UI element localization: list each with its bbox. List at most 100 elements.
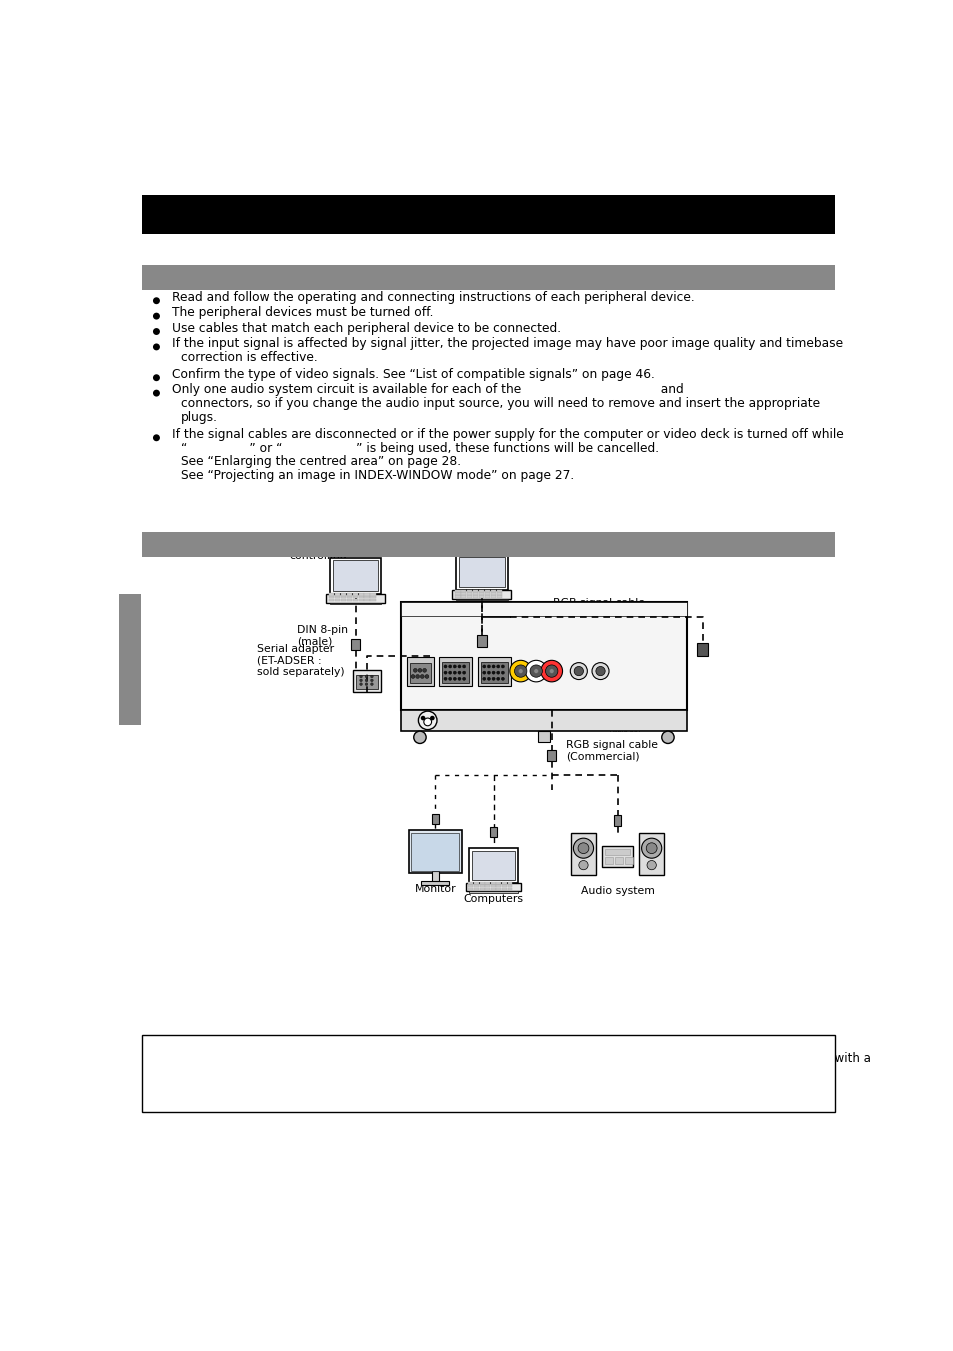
Circle shape	[152, 389, 160, 397]
Circle shape	[592, 662, 608, 680]
Bar	[546, 750, 556, 761]
Circle shape	[370, 676, 373, 678]
Bar	[358, 600, 363, 601]
Text: Computers: Computers	[463, 894, 523, 904]
Bar	[497, 593, 501, 594]
Text: SERIAL  COMPUTER1 IN  COMPUTER2 IN/OUT  VIDEO IN  AUDIO IN COMPUTER/AUDIO IN: SERIAL COMPUTER1 IN COMPUTER2 IN/OUT VID…	[404, 609, 631, 615]
Circle shape	[497, 671, 499, 674]
Bar	[406, 657, 434, 686]
Text: connectors, so if you change the audio input source, you will need to remove and: connectors, so if you change the audio i…	[181, 397, 820, 409]
Bar	[484, 593, 490, 594]
Text: • When                              in the              menu is set to          : • When in the menu is set to	[156, 1036, 737, 1050]
Circle shape	[545, 665, 558, 677]
Circle shape	[370, 682, 373, 685]
Bar	[347, 600, 352, 601]
Bar	[467, 589, 472, 592]
Text: (male): (male)	[297, 636, 333, 646]
Bar	[364, 593, 369, 596]
Circle shape	[365, 676, 368, 678]
Bar	[347, 593, 352, 596]
Bar	[400, 601, 686, 709]
Circle shape	[514, 665, 526, 677]
Bar	[479, 885, 484, 888]
Bar	[442, 662, 468, 684]
Circle shape	[152, 434, 160, 442]
Bar	[478, 596, 484, 597]
Bar	[601, 846, 633, 867]
Circle shape	[453, 665, 456, 667]
Circle shape	[417, 669, 421, 673]
Text: Monitor: Monitor	[415, 884, 456, 894]
Circle shape	[152, 343, 160, 350]
Circle shape	[422, 669, 426, 673]
Bar	[465, 882, 521, 892]
Bar	[467, 593, 472, 594]
Bar	[497, 596, 501, 597]
Circle shape	[487, 671, 490, 674]
Circle shape	[497, 665, 499, 667]
Bar	[458, 557, 504, 588]
Bar	[501, 888, 506, 890]
Circle shape	[359, 682, 362, 685]
Bar	[496, 885, 500, 888]
Bar	[507, 885, 512, 888]
Bar	[455, 589, 460, 592]
Bar	[340, 596, 346, 598]
Bar	[468, 888, 473, 890]
Text: If the signal cables are disconnected or if the power supply for the computer or: If the signal cables are disconnected or…	[172, 428, 842, 440]
Bar	[485, 885, 490, 888]
Circle shape	[540, 661, 562, 682]
Bar	[340, 600, 346, 601]
Bar	[400, 601, 686, 616]
Bar	[507, 888, 512, 890]
Bar	[615, 858, 622, 863]
Text: Serial adapter: Serial adapter	[257, 644, 334, 654]
Circle shape	[443, 677, 447, 681]
Bar	[501, 885, 506, 888]
Circle shape	[443, 665, 447, 667]
Bar	[485, 888, 490, 890]
Bar	[467, 596, 472, 597]
Text: (Commercial): (Commercial)	[553, 609, 626, 619]
Bar	[456, 554, 507, 590]
Circle shape	[448, 665, 452, 667]
Text: correction is effective.: correction is effective.	[181, 351, 317, 363]
Text: Confirm the type of video signals. See “List of compatible signals” on page 46.: Confirm the type of video signals. See “…	[172, 367, 654, 381]
Bar	[490, 589, 496, 592]
Circle shape	[453, 671, 456, 674]
Bar	[364, 600, 369, 601]
Circle shape	[530, 665, 542, 677]
Text: (Commercial): (Commercial)	[565, 751, 639, 762]
Bar	[356, 676, 377, 689]
Bar	[353, 593, 357, 596]
Bar	[461, 596, 466, 597]
Circle shape	[418, 711, 436, 730]
Bar	[358, 593, 363, 596]
Circle shape	[457, 677, 460, 681]
Circle shape	[457, 671, 460, 674]
Text: sold separately): sold separately)	[257, 667, 344, 677]
Circle shape	[152, 374, 160, 381]
Circle shape	[414, 731, 426, 743]
Bar	[340, 593, 346, 596]
Bar	[476, 635, 487, 647]
Bar	[469, 892, 517, 893]
Text: VARIABLE
AUDIO OUT: VARIABLE AUDIO OUT	[609, 721, 640, 732]
Bar	[604, 848, 629, 855]
Circle shape	[370, 680, 373, 682]
Circle shape	[517, 669, 522, 673]
Text: See “Projecting an image in INDEX-WINDOW mode” on page 27.: See “Projecting an image in INDEX-WINDOW…	[181, 469, 574, 482]
Circle shape	[497, 677, 499, 681]
Circle shape	[430, 716, 435, 720]
Bar	[456, 598, 507, 600]
Bar	[490, 882, 496, 884]
Circle shape	[411, 674, 415, 678]
Bar	[461, 589, 466, 592]
Circle shape	[424, 674, 429, 678]
Bar	[455, 593, 460, 594]
Bar	[501, 882, 506, 884]
Bar	[410, 662, 431, 682]
Bar	[479, 888, 484, 890]
Circle shape	[646, 861, 656, 870]
Text: AC IN ~: AC IN ~	[404, 724, 431, 730]
